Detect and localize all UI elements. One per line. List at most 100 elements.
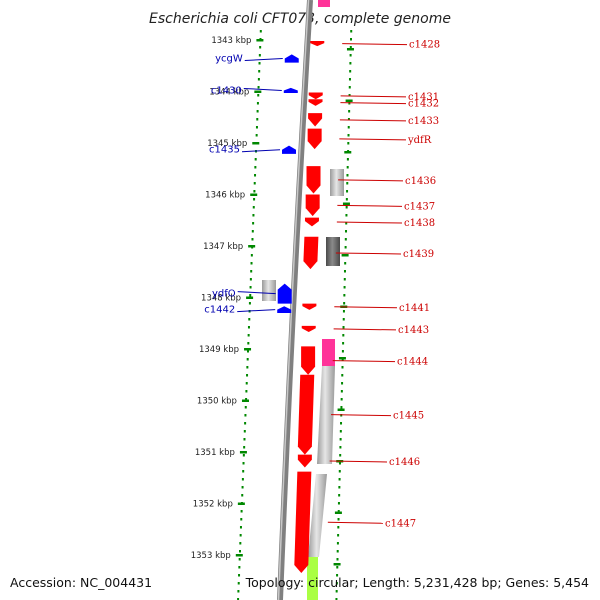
reverse-gene-arrow	[308, 113, 323, 127]
gene-label-c1436: c1436	[405, 176, 436, 187]
reverse-gene-arrow	[305, 194, 320, 217]
tick-mark	[246, 296, 254, 299]
scale-dot	[336, 542, 339, 545]
tick-mark	[333, 563, 341, 566]
scale-dot	[348, 86, 351, 89]
scale-dot	[342, 310, 345, 313]
tick-mark	[248, 245, 256, 248]
scale-dot	[338, 470, 341, 473]
scale-dot	[246, 358, 249, 361]
scale-dot	[249, 286, 252, 289]
tick-label: 1345 kbp	[207, 139, 247, 149]
tick-mark	[250, 193, 258, 196]
scale-dot	[339, 454, 342, 457]
scale-dot	[348, 110, 351, 113]
scale-dot	[337, 502, 340, 505]
gene-label-line	[338, 179, 404, 182]
scale-dot	[337, 510, 340, 513]
gene-label-ydfO: ydfO	[212, 289, 236, 300]
scale-dot	[342, 326, 345, 329]
gene-label-line	[334, 306, 398, 309]
scale-dot	[242, 462, 245, 465]
tick-label: 1347 kbp	[203, 242, 243, 252]
tick-mark	[244, 348, 252, 351]
scale-dot	[238, 558, 241, 561]
scale-dot	[254, 158, 257, 161]
scale-dot	[248, 318, 251, 321]
scale-dot	[239, 534, 242, 537]
scale-dot	[337, 534, 340, 537]
scale-dot	[336, 574, 339, 577]
homolog-block	[322, 339, 335, 366]
scale-dot	[237, 598, 240, 600]
scale-dot	[337, 526, 340, 529]
gene-label-line	[327, 521, 384, 524]
tick-mark	[346, 48, 354, 51]
gene-label-line	[339, 119, 407, 122]
tick-mark	[237, 502, 245, 505]
scale-track-left	[237, 30, 262, 600]
scale-dot	[239, 542, 242, 545]
scale-dot	[240, 510, 243, 513]
reverse-gene-arrow	[294, 471, 312, 574]
scale-dot	[336, 550, 339, 553]
accession-text: Accession: NC_004431	[10, 575, 152, 590]
scale-dot	[341, 382, 344, 385]
scale-dot	[247, 326, 250, 329]
scale-dot	[335, 590, 338, 593]
gene-label-c1445: c1445	[393, 411, 424, 422]
forward-gene-arrow	[282, 145, 297, 154]
scale-dot	[247, 342, 250, 345]
forward-gene-arrow	[284, 54, 299, 63]
topology-text: Topology: circular; Length: 5,231,428 bp…	[245, 575, 589, 590]
scale-dot	[252, 222, 255, 225]
scale-dot	[350, 38, 353, 41]
gene-label-line	[340, 102, 407, 105]
scale-dot	[245, 382, 248, 385]
scale-dot	[243, 438, 246, 441]
tick-label: 1346 kbp	[205, 191, 245, 201]
scale-dot	[343, 294, 346, 297]
scale-dot	[246, 366, 249, 369]
scale-dot	[258, 54, 261, 57]
scale-dot	[242, 454, 245, 457]
gene-label-line	[329, 460, 388, 463]
scale-dot	[237, 582, 240, 585]
scale-dot	[338, 462, 341, 465]
scale-dot	[249, 294, 252, 297]
scale-dot	[345, 230, 348, 233]
scale-dot	[238, 574, 241, 577]
gene-label-line	[335, 252, 402, 255]
gene-label-c1437: c1437	[404, 201, 435, 212]
scale-dot	[340, 406, 343, 409]
scale-dot	[344, 262, 347, 265]
scale-dot	[245, 398, 248, 401]
scale-dot	[253, 182, 256, 185]
scale-dot	[237, 590, 240, 593]
reverse-gene-arrow	[307, 128, 322, 150]
scale-dot	[246, 374, 249, 377]
scale-dot	[343, 286, 346, 289]
scale-dot	[338, 486, 341, 489]
scale-dot	[248, 302, 251, 305]
scale-dot	[255, 134, 258, 137]
gene-label-line	[340, 95, 407, 98]
scale-dot	[250, 270, 253, 273]
gene-label-line	[244, 58, 283, 62]
scale-track-right	[335, 30, 353, 600]
scale-dot	[349, 70, 352, 73]
tick-mark	[334, 511, 342, 514]
scale-dot	[243, 430, 246, 433]
gene-label-c1443: c1443	[398, 325, 429, 336]
reverse-gene-arrow	[297, 374, 315, 455]
scale-dot	[241, 494, 244, 497]
reverse-gene-arrow	[310, 41, 325, 47]
scale-dot	[251, 238, 254, 241]
tick-label: 1343 kbp	[211, 36, 251, 46]
scale-dot	[256, 102, 259, 105]
scale-dot	[340, 422, 343, 425]
tick-label: 1352 kbp	[193, 500, 233, 510]
scale-dot	[256, 118, 259, 121]
scale-dot	[249, 278, 252, 281]
